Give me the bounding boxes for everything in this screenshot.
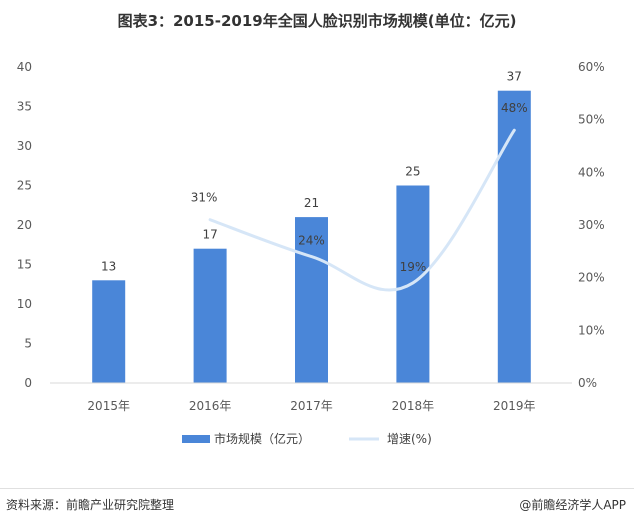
left-tick-label: 25	[17, 179, 32, 193]
growth-value-label: 31%	[191, 191, 218, 205]
left-tick-label: 35	[17, 100, 32, 114]
bar	[92, 280, 126, 383]
right-axis: 0% 10% 20% 30% 40% 50% 60%	[578, 60, 605, 390]
left-axis: 0 5 10 15 20 25 30 35 40	[17, 60, 32, 390]
x-tick-label: 2019年	[493, 399, 536, 413]
bar	[497, 90, 531, 383]
x-tick-label: 2016年	[189, 399, 232, 413]
bar	[193, 248, 227, 383]
left-tick-label: 30	[17, 139, 32, 153]
left-tick-label: 20	[17, 218, 32, 232]
right-tick-label: 10%	[578, 323, 605, 337]
x-tick-label: 2017年	[290, 399, 333, 413]
right-tick-label: 0%	[578, 376, 597, 390]
left-tick-label: 40	[17, 60, 32, 74]
legend-bar-label: 市场规模（亿元）	[214, 431, 310, 446]
left-tick-label: 15	[17, 258, 32, 272]
left-tick-label: 10	[17, 297, 32, 311]
bar-series	[92, 90, 531, 383]
right-tick-label: 30%	[578, 218, 605, 232]
legend-bar-swatch	[182, 435, 210, 443]
growth-value-label: 19%	[400, 260, 427, 274]
chart-title: 图表3：2015-2019年全国人脸识别市场规模(单位：亿元)	[117, 12, 517, 30]
line-series	[208, 128, 516, 292]
footer-divider	[0, 488, 634, 489]
growth-value-label: 48%	[501, 101, 528, 115]
right-tick-label: 60%	[578, 60, 605, 74]
right-tick-label: 20%	[578, 271, 605, 285]
source-note: 资料来源：前瞻产业研究院整理	[6, 498, 175, 512]
legend-line-label: 增速(%)	[387, 432, 432, 446]
bar-value-label: 25	[405, 165, 420, 179]
bar-value-label: 21	[304, 196, 319, 210]
bar-value-label: 13	[101, 259, 116, 273]
data-labels: 13 17 21 25 37 31% 24% 19% 48%	[101, 70, 528, 274]
left-tick-label: 5	[24, 337, 32, 351]
growth-line	[208, 128, 516, 292]
growth-value-label: 24%	[298, 234, 325, 248]
bar-value-label: 17	[202, 228, 217, 242]
left-tick-label: 0	[24, 376, 32, 390]
right-tick-label: 50%	[578, 113, 605, 127]
bar-value-label: 37	[507, 70, 522, 84]
right-tick-label: 40%	[578, 165, 605, 179]
x-tick-label: 2018年	[392, 399, 435, 413]
bar	[295, 217, 328, 383]
x-axis: 2015年 2016年 2017年 2018年 2019年	[50, 382, 572, 413]
x-tick-label: 2015年	[87, 399, 130, 413]
legend: 市场规模（亿元） 增速(%)	[182, 431, 432, 446]
credit-note: @前瞻经济学人APP	[519, 498, 626, 512]
